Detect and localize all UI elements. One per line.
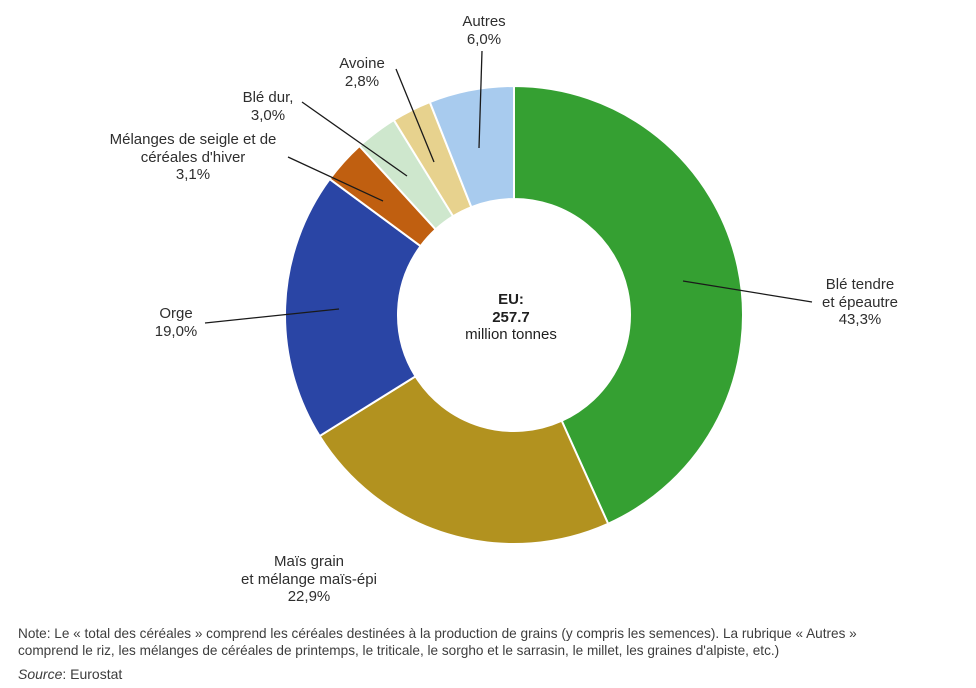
donut-chart bbox=[204, 50, 813, 545]
slice-label-mais-grain-et-melange-mais-epi: Maïs grain et mélange maïs-épi 22,9% bbox=[241, 553, 377, 606]
slice-autres bbox=[428, 85, 515, 209]
slice-label-orge: Orge 19,0% bbox=[155, 305, 198, 340]
slice-label-line: et mélange maïs-épi bbox=[241, 570, 377, 588]
slice-label-line: 2,8% bbox=[344, 72, 380, 90]
slice-label-autres: Autres 6,0% bbox=[462, 13, 505, 48]
slice-label-line: Blé tendre bbox=[825, 276, 895, 293]
center-label-unit: million tonnes bbox=[465, 326, 557, 343]
slice-label-line: 19,0% bbox=[154, 322, 198, 340]
slice-label-line: 6,0% bbox=[466, 30, 502, 48]
slice-label-avoine: Avoine 2,8% bbox=[339, 55, 385, 90]
slice-label-line: Avoine bbox=[339, 55, 385, 72]
slice-label-line: 3,1% bbox=[175, 166, 211, 183]
slice-label-line: 43,3% bbox=[838, 311, 882, 328]
slice-label-ble-tendre-et-epeautre: Blé tendre et épeautre 43,3% bbox=[822, 276, 898, 329]
slice-label-line: 22,9% bbox=[287, 588, 331, 605]
leader-line-orge bbox=[204, 308, 340, 324]
leader-line-melanges-de-seigle-et-de-cereales-d-hiver bbox=[287, 156, 384, 202]
center-label-eu: EU: bbox=[498, 291, 524, 308]
slice-label-line: céréales d'hiver bbox=[140, 148, 246, 166]
slice-label-ble-dur: Blé dur, 3,0% bbox=[243, 89, 294, 124]
slice-label-line: 3,0% bbox=[250, 106, 286, 124]
slice-ble-tendre-et-epeautre bbox=[513, 85, 744, 525]
source-line: Source: Eurostat bbox=[18, 665, 122, 683]
slice-mais-grain-et-melange-mais-epi bbox=[318, 375, 610, 545]
slice-label-line: Blé dur, bbox=[242, 89, 294, 106]
slice-label-line: Maïs grain bbox=[273, 553, 345, 570]
slice-label-line: Mélanges de seigle et de bbox=[109, 131, 277, 148]
slice-label-melanges-de-seigle-et-de-cereales-d-hiver: Mélanges de seigle et de céréales d'hiver… bbox=[110, 131, 277, 184]
leader-line-ble-tendre-et-epeautre bbox=[682, 280, 813, 303]
center-label-total: 257.7 bbox=[492, 308, 530, 326]
source-value: : Eurostat bbox=[62, 666, 123, 682]
slice-orge bbox=[284, 178, 422, 438]
slice-label-line: Autres bbox=[462, 13, 506, 30]
note-text: Note: Le « total des céréales » comprend… bbox=[18, 626, 857, 658]
leader-line-avoine bbox=[395, 68, 435, 163]
slice-label-line: Orge bbox=[159, 305, 193, 322]
leader-line-autres bbox=[478, 50, 483, 149]
donut-center-label: EU: 257.7 million tonnes bbox=[465, 291, 557, 344]
slice-label-line: et épeautre bbox=[822, 293, 898, 311]
source-label: Source bbox=[18, 666, 63, 682]
leader-line-ble-dur bbox=[301, 101, 408, 177]
